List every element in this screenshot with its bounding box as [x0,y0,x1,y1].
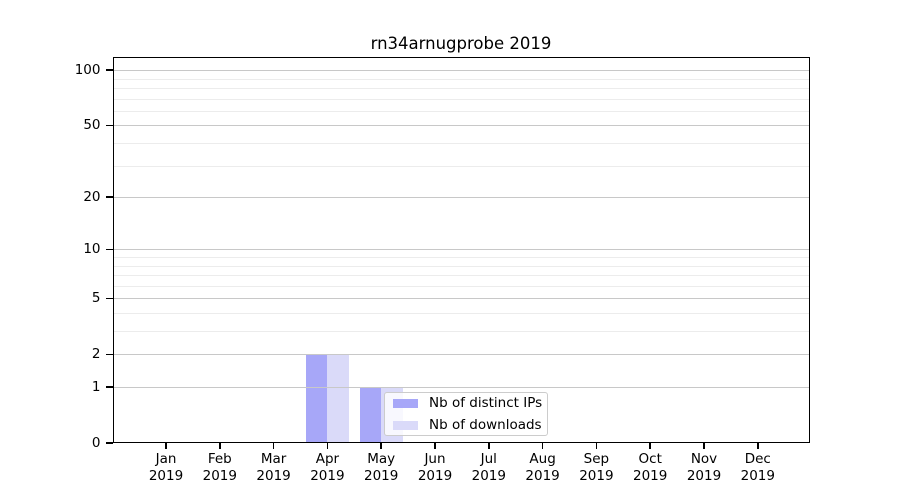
grid-line-minor-60 [112,110,810,112]
x-tick-label-jul-2019: Jul 2019 [471,451,506,484]
grid-line-major-10 [112,249,810,251]
y-tick-label-0: 0 [91,434,101,451]
grid-line-major-2 [112,354,810,356]
grid-layer [112,57,810,443]
y-tick-2 [106,353,113,356]
y-tick-label-20: 20 [83,188,101,205]
x-tick-label-dec-2019: Dec 2019 [740,451,775,484]
bar-nb-of-downloads-apr-2019 [327,354,349,443]
x-tick-sep-2019 [595,443,598,449]
legend-item-distinct-ips: Nb of distinct IPs [393,395,543,411]
x-tick-oct-2019 [649,443,651,449]
x-tick-jul-2019 [488,443,490,449]
y-tick-100 [106,69,113,71]
x-tick-label-apr-2019: Apr 2019 [310,451,345,484]
chart-title: rn34arnugprobe 2019 [370,34,552,53]
x-tick-label-jun-2019: Jun 2019 [417,451,453,484]
x-tick-dec-2019 [757,443,759,449]
x-tick-label-feb-2019: Feb 2019 [202,451,237,484]
x-tick-label-sep-2019: Sep 2019 [579,451,614,484]
y-tick-label-1: 1 [91,378,101,395]
grid-line-minor-30 [112,165,810,167]
y-tick-label-2: 2 [91,345,101,362]
grid-line-minor-8 [112,265,810,267]
grid-line-minor-3 [112,331,810,333]
grid-line-major-20 [112,197,810,199]
y-tick-10 [106,248,113,251]
x-tick-mar-2019 [272,443,275,449]
x-tick-label-may-2019: May 2019 [364,451,399,484]
grid-line-major-50 [112,125,810,127]
legend: Nb of distinct IPs Nb of downloads [384,392,548,436]
legend-label-distinct-ips: Nb of distinct IPs [429,395,543,411]
y-tick-50 [106,124,113,127]
legend-swatch-downloads [393,420,418,430]
y-tick-0 [106,442,113,444]
grid-line-minor-90 [112,78,810,80]
x-tick-aug-2019 [541,443,544,449]
plot-area [112,57,810,443]
bar-nb-of-distinct-ips-apr-2019 [305,354,328,443]
y-tick-label-10: 10 [83,240,101,257]
x-tick-label-mar-2019: Mar 2019 [256,451,291,484]
x-tick-jan-2019 [165,443,167,449]
x-tick-may-2019 [380,443,382,449]
grid-line-minor-9 [112,257,810,259]
legend-swatch-distinct-ips [393,398,418,408]
grid-line-minor-7 [112,275,810,277]
legend-item-downloads: Nb of downloads [393,417,542,433]
x-tick-nov-2019 [703,443,705,449]
grid-line-minor-80 [112,88,810,90]
y-tick-1 [106,386,113,388]
grid-line-major-5 [112,298,810,300]
y-tick-label-50: 50 [83,116,101,133]
grid-line-major-100 [112,70,810,72]
x-tick-label-aug-2019: Aug 2019 [525,451,560,484]
y-tick-label-5: 5 [91,289,101,306]
grid-line-minor-6 [112,285,810,287]
y-tick-20 [106,196,113,198]
bar-nb-of-distinct-ips-may-2019 [359,387,382,443]
x-tick-label-nov-2019: Nov 2019 [686,451,722,484]
grid-line-minor-70 [112,98,810,100]
x-tick-feb-2019 [219,443,221,449]
grid-line-minor-4 [112,313,810,314]
x-tick-jun-2019 [434,443,436,449]
y-tick-label-100: 100 [74,61,101,78]
x-tick-apr-2019 [326,443,329,449]
y-tick-5 [106,297,113,300]
x-tick-label-oct-2019: Oct 2019 [633,451,668,484]
grid-line-minor-40 [112,143,810,145]
x-tick-label-jan-2019: Jan 2019 [148,451,184,484]
legend-label-downloads: Nb of downloads [429,417,542,433]
grid-line-major-1 [112,387,810,389]
